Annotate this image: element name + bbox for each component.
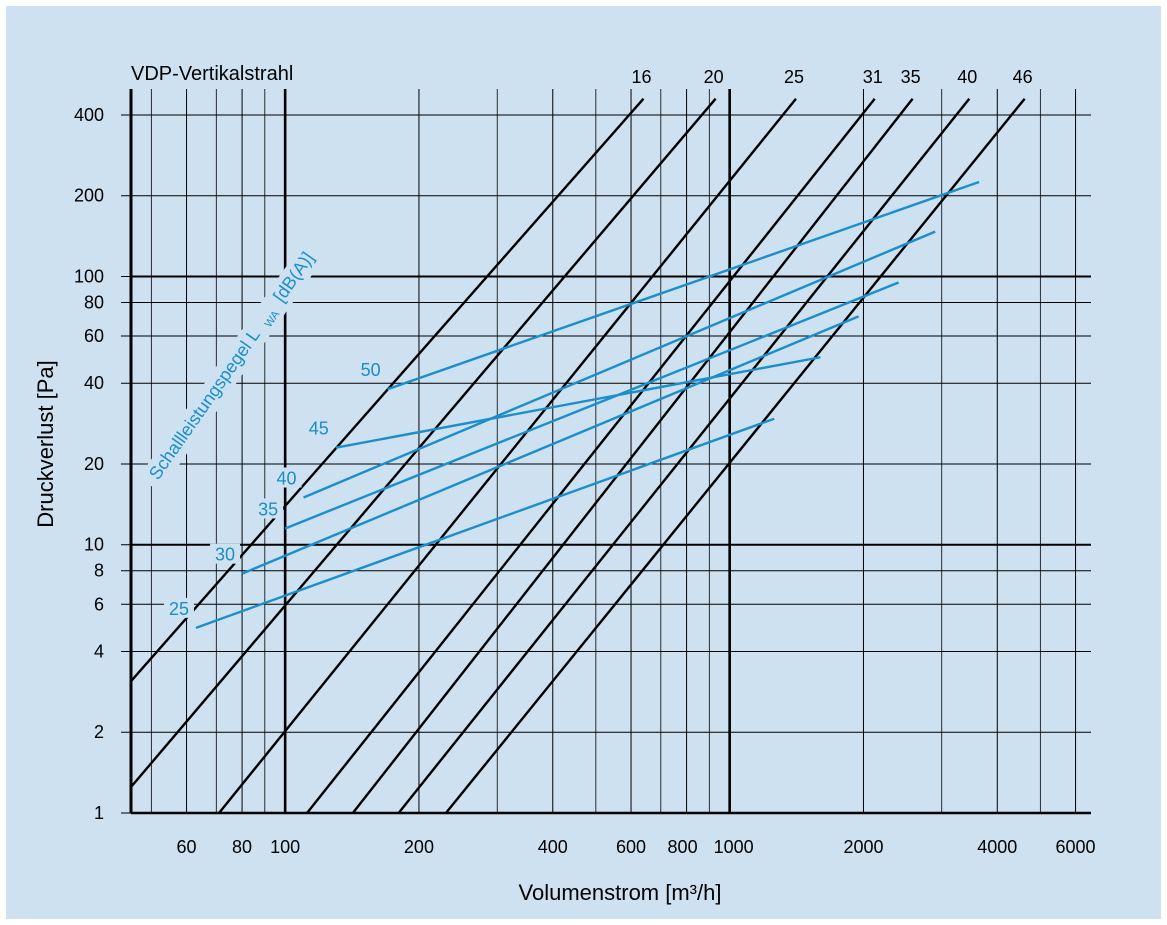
chart-title: VDP-Vertikalstrahl (131, 63, 293, 85)
sound-line-30 (241, 315, 860, 575)
y-axis-label: Druckverlust [Pa] (33, 360, 58, 528)
sound-label-40: 40 (277, 469, 297, 489)
sound-label-30: 30 (215, 545, 235, 565)
y-tick-label: 1 (94, 803, 104, 823)
sound-label-bg (253, 498, 284, 519)
sound-label-45: 45 (309, 419, 329, 439)
x-tick-label: 6000 (1056, 837, 1096, 857)
x-tick-label: 2000 (843, 837, 883, 857)
sound-label-50: 50 (361, 360, 381, 380)
sound-power-axis-text: Schallleistungspegel L (145, 325, 264, 483)
y-tick-label: 4 (94, 641, 104, 661)
sound-line-25 (195, 417, 775, 629)
y-tick-label: 40 (84, 373, 104, 393)
y-tick-label: 2 (94, 722, 104, 742)
x-tick-label: 1000 (714, 837, 754, 857)
size-line-16 (130, 97, 645, 682)
sound-label-bg (303, 417, 334, 438)
sound-line-50 (387, 180, 980, 391)
size-line-25 (218, 97, 797, 814)
size-line-35 (351, 97, 914, 814)
x-tick-label: 600 (616, 837, 646, 857)
y-tick-label: 200 (74, 186, 104, 206)
sound-label-bg (210, 543, 241, 564)
x-tick-label: 400 (538, 837, 568, 857)
sound-line-40 (303, 230, 936, 499)
y-tick-label: 6 (94, 594, 104, 614)
y-tick-label: 20 (84, 454, 104, 474)
sound-power-axis-label: Schallleistungspegel L WA [dB(A)] (145, 248, 321, 485)
y-tick-label: 80 (84, 292, 104, 312)
sound-label-bg (355, 359, 386, 380)
x-tick-label: 4000 (977, 837, 1017, 857)
x-tick-label: 80 (232, 837, 252, 857)
size-line-40 (397, 97, 971, 814)
y-tick-label: 8 (94, 561, 104, 581)
y-tick-label: 10 (84, 535, 104, 555)
x-tick-label: 200 (404, 837, 434, 857)
size-line-46 (445, 97, 1026, 814)
sound-line-35 (284, 281, 900, 530)
sound-label-35: 35 (258, 499, 278, 519)
x-tick-label: 60 (177, 837, 197, 857)
size-line-31 (306, 97, 876, 814)
size-line-20 (130, 97, 717, 788)
size-label-40: 40 (957, 67, 977, 87)
y-tick-label: 400 (74, 105, 104, 125)
pressure-loss-chart: 60 80 100 200 400 600 800 1000 2000 4000 6000 1246… (33, 63, 1096, 905)
size-label-25: 25 (784, 67, 804, 87)
size-label-20: 20 (704, 67, 724, 87)
sound-label-bg (163, 597, 194, 618)
x-tick-label: 100 (270, 837, 300, 857)
sound-line-45 (335, 356, 821, 449)
y-tick-label: 100 (74, 266, 104, 286)
size-label-16: 16 (631, 67, 651, 87)
size-label-46: 46 (1013, 67, 1033, 87)
size-label-35: 35 (901, 67, 921, 87)
sound-label-25: 25 (169, 599, 189, 619)
y-tick-label: 60 (84, 326, 104, 346)
x-axis-label: Volumenstrom [m³/h] (519, 880, 722, 905)
x-tick-label: 800 (668, 837, 698, 857)
size-label-31: 31 (863, 67, 883, 87)
sound-label-bg (271, 467, 302, 488)
sound-power-label-bg (138, 239, 327, 493)
